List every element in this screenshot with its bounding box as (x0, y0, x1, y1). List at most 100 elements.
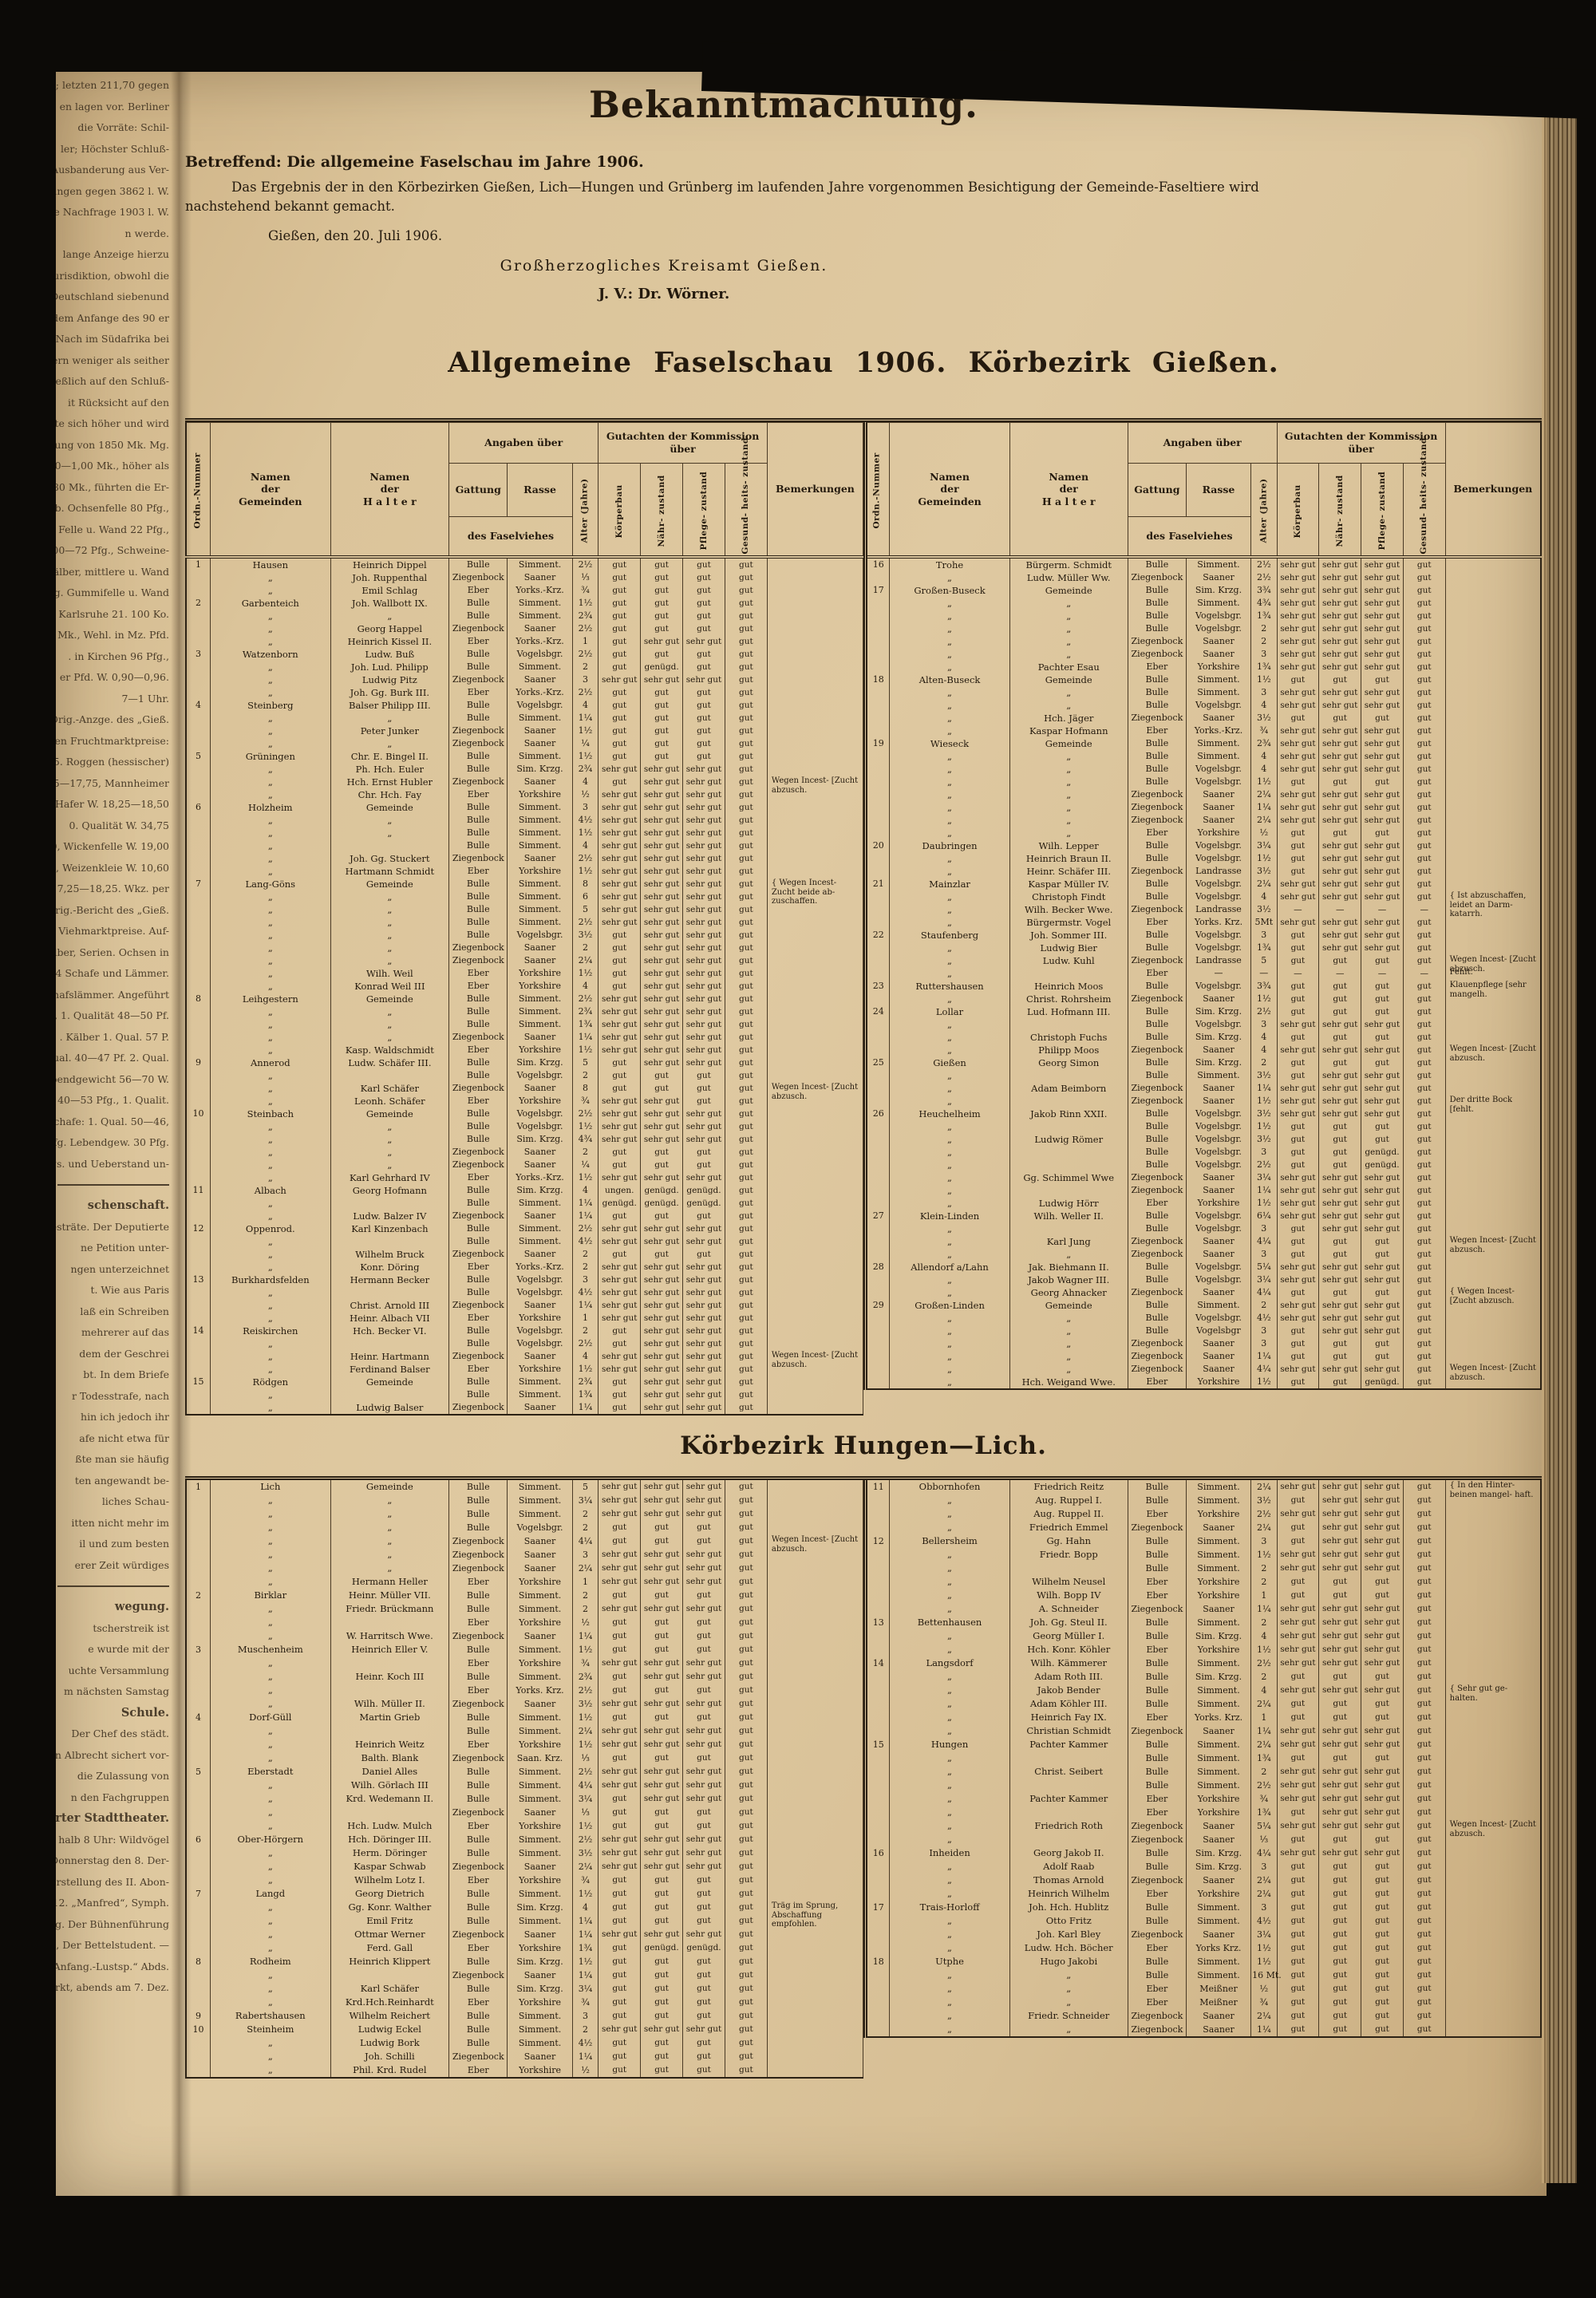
cell-bem (1445, 686, 1542, 699)
table-row: 6 Ober-Hörgern Hch. Döringer III. Bulle Simm… (186, 1833, 864, 1846)
cell-alt: 2½ (1250, 1159, 1278, 1171)
table-row: „ Bulle Simment. 1¼ genügd. genügd. genügd. gut (186, 1197, 864, 1210)
cell-gat: Bulle (448, 1018, 508, 1031)
cell-bem (767, 916, 864, 929)
cell-q: sehr gut (682, 1401, 725, 1416)
cell-hal: Karl Kinzenbach (330, 1222, 450, 1235)
table-row: „ Emil Schlag Eber Yorks.-Krz. ¾ gut gut gut gut (186, 584, 864, 597)
cell-gat: Bulle (448, 2023, 508, 2036)
cell-gat: Bulle (448, 1901, 508, 1914)
table-row: 28 Allendorf a/Lahn Jak. Biehmann II. Bulle… (865, 1261, 1542, 1273)
cell-q: gut (725, 699, 768, 712)
cell-q: gut (1277, 980, 1320, 993)
cell-q: gut (598, 1616, 642, 1629)
cell-hal: Pachter Kammer (1009, 1738, 1128, 1751)
cell-hal: Gemeinde (330, 1108, 450, 1120)
cell-num (186, 1146, 211, 1159)
cell-gat: Ziegenbock (1128, 712, 1187, 725)
cell-ras: Saaner (1186, 1044, 1252, 1056)
cell-gat: Eber (448, 1095, 508, 1108)
cell-q: gut (725, 827, 768, 839)
cell-hal: „ (330, 610, 450, 622)
cell-hal: „ (1009, 801, 1128, 814)
cell-q: sehr gut (1318, 610, 1362, 622)
margin-fragment: b. Ochsenfelle 80 Pfg., (56, 502, 169, 514)
cell-hal: Gemeinde (330, 993, 450, 1005)
cell-hal: Heinrich Dippel (330, 557, 450, 571)
cell-q: sehr gut (682, 1222, 725, 1235)
cell-alt: 1½ (1250, 1643, 1278, 1656)
cell-ras: Vogelsbgr. (507, 929, 573, 942)
cell-q: sehr gut (598, 763, 642, 776)
cell-alt: 2¼ (572, 1562, 599, 1575)
col-pflegezustand: Pflege- zustand (1361, 463, 1404, 557)
cell-q: gut (1277, 1056, 1320, 1069)
cell-q: sehr gut (1318, 1602, 1362, 1616)
table-row: „ Wilhelm Neusel Eber Yorkshire 2 gut gut gut gu… (865, 1575, 1542, 1589)
cell-gat: Ziegenbock (448, 737, 508, 750)
cell-ras: Yorkshire (507, 788, 573, 801)
cell-gem: „ (210, 1874, 331, 1887)
cell-ras: Yorks. Krz. (507, 1684, 573, 1697)
table-row: „ Heinrich Kissel II. Eber Yorks.-Krz. 1 gut s… (186, 635, 864, 648)
cell-bem (767, 1548, 864, 1562)
cell-alt: 3½ (572, 1846, 599, 1860)
cell-hal: Friedrich Roth (1009, 1819, 1128, 1833)
cell-alt: 1½ (1250, 1548, 1278, 1562)
cell-gem: „ (889, 1629, 1010, 1643)
cell-alt: 4¼ (572, 1779, 599, 1792)
cell-gem: „ (889, 2023, 1010, 2038)
cell-q: sehr gut (598, 801, 642, 814)
cell-q: gut (1403, 1261, 1446, 1273)
cell-ras: Simment. (507, 1589, 573, 1602)
cell-hal: Adam Beimborn (1009, 1082, 1128, 1095)
cell-q: sehr gut (1318, 737, 1362, 750)
cell-gem: „ (889, 1286, 1010, 1299)
cell-num (186, 1133, 211, 1146)
cell-gat: Bulle (448, 1120, 508, 1133)
cell-q: gut (725, 890, 768, 903)
margin-fragment: hgs. und Ueberstand un- (56, 1157, 169, 1170)
cell-q: sehr gut (1277, 584, 1320, 597)
cell-alt: 1¼ (1250, 801, 1278, 814)
cell-q: sehr gut (682, 878, 725, 890)
cell-gem: „ (889, 1941, 1010, 1955)
cell-gat: Bulle (1128, 1480, 1187, 1494)
col-bemerkungen: Bemerkungen (766, 422, 864, 558)
table-row: „ Bulle Vogelsbgr. 2½ gut sehr gut sehr gut gut (186, 1337, 864, 1350)
cell-hal: „ (330, 916, 450, 929)
cell-gat: Ziegenbock (1128, 1928, 1187, 1941)
cell-ras: Vogelsbgr. (1186, 929, 1252, 942)
cell-num (865, 1248, 891, 1261)
cell-ras: Sim. Krzg. (1186, 1670, 1252, 1684)
cell-q: sehr gut (640, 1724, 684, 1738)
cell-q: sehr gut (1361, 865, 1404, 878)
cell-gat: Bulle (1128, 1901, 1187, 1914)
cell-q: sehr gut (1361, 942, 1404, 954)
cell-ras: Yorkshire (507, 980, 573, 993)
cell-q: gut (1361, 1874, 1404, 1887)
cell-num (865, 1159, 891, 1171)
intro-paragraph: Das Ergebnis der in den Körbezirken Gieß… (185, 180, 1259, 214)
cell-alt: 8 (572, 878, 599, 890)
cell-q: gut (725, 1312, 768, 1325)
cell-gem: „ (210, 1846, 331, 1860)
cell-num (186, 1806, 211, 1819)
cell-gat: Eber (1128, 661, 1187, 673)
cell-q: sehr gut (640, 1337, 684, 1350)
cell-alt: 4 (1250, 750, 1278, 763)
cell-bem (1445, 827, 1542, 839)
cell-bem (767, 1765, 864, 1779)
cell-q: gut (725, 763, 768, 776)
cell-q: gut (1318, 1887, 1362, 1901)
cell-alt: ¾ (572, 1095, 599, 1108)
cell-q: sehr gut (1361, 1548, 1404, 1562)
cell-ras: Saaner (1186, 814, 1252, 827)
cell-hal: „ (330, 1146, 450, 1159)
cell-q: sehr gut (1361, 1363, 1404, 1376)
cell-q: gut (1403, 1350, 1446, 1363)
cell-q: sehr gut (640, 1738, 684, 1751)
table-row: „ Bulle Vogelsbgr. 2 gut gut gut gut (186, 1069, 864, 1082)
cell-q: gut (640, 571, 684, 584)
cell-hal (330, 1684, 450, 1697)
